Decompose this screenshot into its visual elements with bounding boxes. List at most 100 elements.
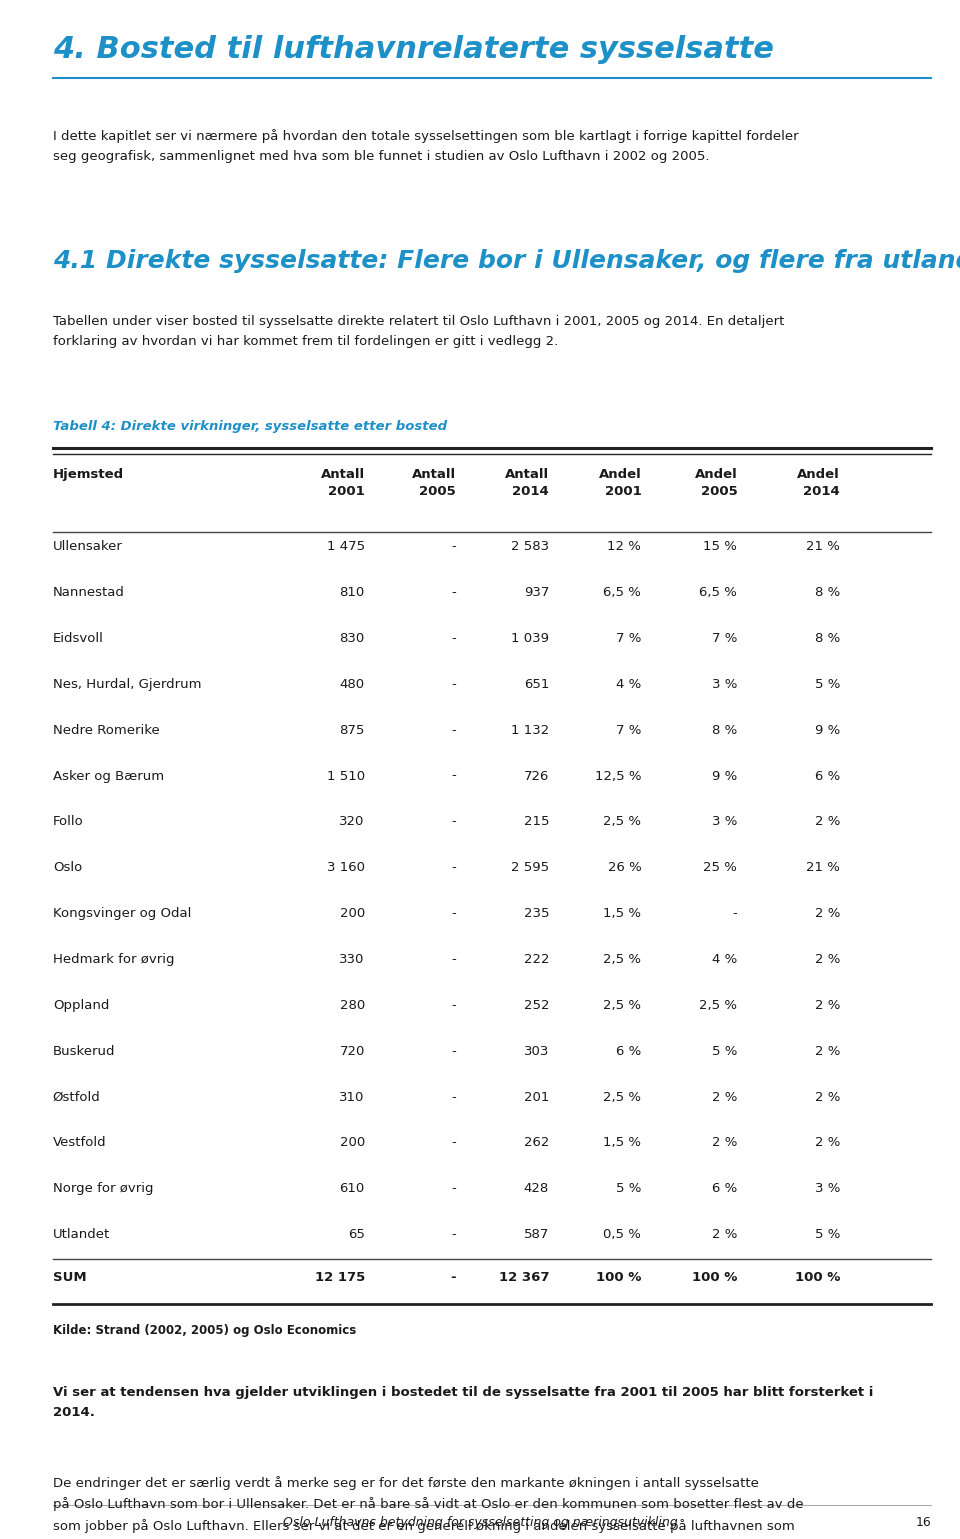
Text: 5 %: 5 % bbox=[616, 1182, 641, 1196]
Text: 12 367: 12 367 bbox=[498, 1271, 549, 1284]
Text: 12,5 %: 12,5 % bbox=[595, 770, 641, 782]
Text: 21 %: 21 % bbox=[806, 540, 840, 553]
Text: -: - bbox=[451, 1228, 456, 1240]
Text: 15 %: 15 % bbox=[704, 540, 737, 553]
Text: Nes, Hurdal, Gjerdrum: Nes, Hurdal, Gjerdrum bbox=[53, 677, 202, 691]
Text: Tabellen under viser bosted til sysselsatte direkte relatert til Oslo Lufthavn i: Tabellen under viser bosted til sysselsa… bbox=[53, 315, 784, 348]
Text: Kilde: Strand (2002, 2005) og Oslo Economics: Kilde: Strand (2002, 2005) og Oslo Econo… bbox=[53, 1325, 356, 1337]
Text: Tabell 4: Direkte virkninger, sysselsatte etter bosted: Tabell 4: Direkte virkninger, sysselsatt… bbox=[53, 420, 447, 432]
Text: Oppland: Oppland bbox=[53, 999, 109, 1011]
Text: 21 %: 21 % bbox=[806, 862, 840, 874]
Text: 1 510: 1 510 bbox=[326, 770, 365, 782]
Text: SUM: SUM bbox=[53, 1271, 86, 1284]
Text: 16: 16 bbox=[916, 1516, 931, 1528]
Text: 2 %: 2 % bbox=[712, 1228, 737, 1240]
Text: 6 %: 6 % bbox=[712, 1182, 737, 1196]
Text: -: - bbox=[451, 999, 456, 1011]
Text: 8 %: 8 % bbox=[712, 723, 737, 737]
Text: Utlandet: Utlandet bbox=[53, 1228, 110, 1240]
Text: 5 %: 5 % bbox=[815, 1228, 840, 1240]
Text: Antall
2014: Antall 2014 bbox=[505, 468, 549, 499]
Text: -: - bbox=[451, 816, 456, 828]
Text: 330: 330 bbox=[340, 953, 365, 966]
Text: 6 %: 6 % bbox=[616, 1045, 641, 1057]
Text: 2 595: 2 595 bbox=[511, 862, 549, 874]
Text: 25 %: 25 % bbox=[704, 862, 737, 874]
Text: 810: 810 bbox=[340, 586, 365, 599]
Text: 1 039: 1 039 bbox=[511, 633, 549, 645]
Text: 200: 200 bbox=[340, 1136, 365, 1150]
Text: 937: 937 bbox=[524, 586, 549, 599]
Text: 5 %: 5 % bbox=[815, 677, 840, 691]
Text: 8 %: 8 % bbox=[815, 633, 840, 645]
Text: -: - bbox=[451, 770, 456, 782]
Text: 2,5 %: 2,5 % bbox=[603, 816, 641, 828]
Text: -: - bbox=[451, 906, 456, 920]
Text: 2 %: 2 % bbox=[815, 1045, 840, 1057]
Text: Buskerud: Buskerud bbox=[53, 1045, 115, 1057]
Text: 726: 726 bbox=[524, 770, 549, 782]
Text: 2 %: 2 % bbox=[712, 1136, 737, 1150]
Text: 2 %: 2 % bbox=[712, 1091, 737, 1103]
Text: Asker og Bærum: Asker og Bærum bbox=[53, 770, 164, 782]
Text: Hedmark for øvrig: Hedmark for øvrig bbox=[53, 953, 175, 966]
Text: 6,5 %: 6,5 % bbox=[604, 586, 641, 599]
Text: -: - bbox=[451, 586, 456, 599]
Text: 875: 875 bbox=[340, 723, 365, 737]
Text: Antall
2005: Antall 2005 bbox=[412, 468, 456, 499]
Text: 2 %: 2 % bbox=[815, 999, 840, 1011]
Text: -: - bbox=[451, 723, 456, 737]
Text: 7 %: 7 % bbox=[712, 633, 737, 645]
Text: -: - bbox=[451, 862, 456, 874]
Text: 200: 200 bbox=[340, 906, 365, 920]
Text: 2 583: 2 583 bbox=[511, 540, 549, 553]
Text: Hjemsted: Hjemsted bbox=[53, 468, 124, 480]
Text: Nannestad: Nannestad bbox=[53, 586, 125, 599]
Text: 280: 280 bbox=[340, 999, 365, 1011]
Text: Vi ser at tendensen hva gjelder utviklingen i bostedet til de sysselsatte fra 20: Vi ser at tendensen hva gjelder utviklin… bbox=[53, 1387, 874, 1419]
Text: -: - bbox=[451, 1136, 456, 1150]
Text: 100 %: 100 % bbox=[795, 1271, 840, 1284]
Text: -: - bbox=[451, 1091, 456, 1103]
Text: 1,5 %: 1,5 % bbox=[603, 1136, 641, 1150]
Text: 2 %: 2 % bbox=[815, 816, 840, 828]
Text: 215: 215 bbox=[523, 816, 549, 828]
Text: 2 %: 2 % bbox=[815, 1136, 840, 1150]
Text: 12 %: 12 % bbox=[608, 540, 641, 553]
Text: 610: 610 bbox=[340, 1182, 365, 1196]
Text: 587: 587 bbox=[524, 1228, 549, 1240]
Text: 6 %: 6 % bbox=[815, 770, 840, 782]
Text: Kongsvinger og Odal: Kongsvinger og Odal bbox=[53, 906, 191, 920]
Text: 4 %: 4 % bbox=[712, 953, 737, 966]
Text: 2,5 %: 2,5 % bbox=[699, 999, 737, 1011]
Text: 3 %: 3 % bbox=[712, 816, 737, 828]
Text: Østfold: Østfold bbox=[53, 1091, 101, 1103]
Text: 201: 201 bbox=[524, 1091, 549, 1103]
Text: 1 475: 1 475 bbox=[326, 540, 365, 553]
Text: 4 %: 4 % bbox=[616, 677, 641, 691]
Text: 2 %: 2 % bbox=[815, 1091, 840, 1103]
Text: 252: 252 bbox=[523, 999, 549, 1011]
Text: 235: 235 bbox=[523, 906, 549, 920]
Text: 1 132: 1 132 bbox=[511, 723, 549, 737]
Text: Andel
2001: Andel 2001 bbox=[598, 468, 641, 499]
Text: -: - bbox=[451, 1045, 456, 1057]
Text: 1,5 %: 1,5 % bbox=[603, 906, 641, 920]
Text: -: - bbox=[451, 633, 456, 645]
Text: 651: 651 bbox=[524, 677, 549, 691]
Text: 8 %: 8 % bbox=[815, 586, 840, 599]
Text: 480: 480 bbox=[340, 677, 365, 691]
Text: Andel
2014: Andel 2014 bbox=[797, 468, 840, 499]
Text: Ullensaker: Ullensaker bbox=[53, 540, 123, 553]
Text: Nedre Romerike: Nedre Romerike bbox=[53, 723, 159, 737]
Text: -: - bbox=[451, 953, 456, 966]
Text: -: - bbox=[451, 1182, 456, 1196]
Text: 310: 310 bbox=[340, 1091, 365, 1103]
Text: 100 %: 100 % bbox=[596, 1271, 641, 1284]
Text: -: - bbox=[732, 906, 737, 920]
Text: Oslo: Oslo bbox=[53, 862, 82, 874]
Text: 2,5 %: 2,5 % bbox=[603, 999, 641, 1011]
Text: 2 %: 2 % bbox=[815, 906, 840, 920]
Text: De endringer det er særlig verdt å merke seg er for det første den markante økni: De endringer det er særlig verdt å merke… bbox=[53, 1476, 807, 1539]
Text: 100 %: 100 % bbox=[692, 1271, 737, 1284]
